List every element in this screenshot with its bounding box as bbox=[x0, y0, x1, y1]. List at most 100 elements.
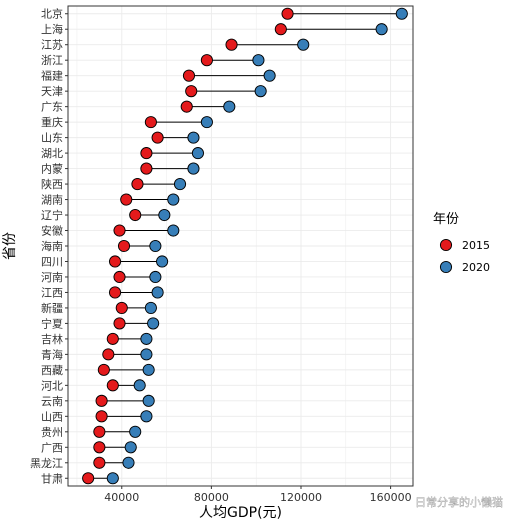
data-point-2015 bbox=[106, 332, 119, 345]
data-point-2015 bbox=[115, 301, 128, 314]
x-tick-label: 80000 bbox=[194, 491, 229, 504]
data-point-2015 bbox=[93, 425, 106, 438]
y-tick-label: 甘肃 bbox=[41, 472, 63, 485]
y-tick-label: 上海 bbox=[41, 22, 63, 36]
data-point-2015 bbox=[106, 379, 119, 392]
y-tick-label: 广东 bbox=[41, 101, 63, 114]
legend-key-2020 bbox=[439, 260, 453, 274]
y-tick-label: 湖南 bbox=[41, 194, 63, 207]
data-point-2020 bbox=[263, 69, 276, 82]
legend-key-2015 bbox=[439, 238, 453, 252]
data-point-2020 bbox=[173, 178, 187, 191]
y-tick-label: 湖北 bbox=[41, 147, 63, 160]
y-tick-label: 山东 bbox=[41, 132, 63, 145]
y-tick-label: 重庆 bbox=[41, 115, 63, 129]
y-tick-label: 河南 bbox=[41, 271, 63, 284]
data-point-2015 bbox=[113, 317, 126, 330]
x-axis-title: 人均GDP(元) bbox=[199, 505, 282, 521]
y-tick-label: 宁夏 bbox=[41, 316, 63, 330]
data-point-2020 bbox=[106, 472, 119, 485]
y-tick-label: 河北 bbox=[41, 379, 63, 392]
y-tick-label: 海南 bbox=[41, 239, 63, 253]
legend-label-2015: 2015 bbox=[462, 239, 490, 252]
data-point-2015 bbox=[140, 147, 153, 160]
data-point-2015 bbox=[129, 208, 142, 222]
data-point-2020 bbox=[156, 255, 169, 268]
data-point-2020 bbox=[147, 317, 160, 330]
data-point-2015 bbox=[95, 410, 108, 423]
y-tick-label: 福建 bbox=[41, 69, 63, 83]
data-point-2020 bbox=[142, 394, 155, 407]
y-tick-label: 江苏 bbox=[41, 39, 63, 52]
legend-title: 年份 bbox=[433, 212, 459, 227]
data-point-2020 bbox=[133, 379, 146, 392]
y-tick-label: 新疆 bbox=[41, 301, 63, 315]
y-tick-label: 江西 bbox=[41, 286, 63, 299]
data-point-2015 bbox=[225, 38, 238, 51]
data-point-2015 bbox=[113, 224, 126, 237]
y-tick-label: 山西 bbox=[41, 410, 63, 423]
watermark-text: 日常分享的小懒猫 bbox=[415, 495, 503, 509]
data-point-2015 bbox=[108, 255, 122, 268]
data-point-2020 bbox=[252, 54, 265, 67]
y-tick-label: 天津 bbox=[41, 85, 63, 98]
y-tick-label: 内蒙 bbox=[41, 162, 63, 176]
data-point-2015 bbox=[140, 162, 153, 175]
y-tick-label: 西藏 bbox=[41, 364, 63, 377]
x-tick-label: 120000 bbox=[280, 491, 322, 504]
data-point-2015 bbox=[274, 23, 287, 36]
x-tick-label: 40000 bbox=[104, 491, 139, 504]
data-point-2015 bbox=[97, 363, 110, 376]
data-point-2020 bbox=[187, 131, 200, 144]
data-point-2020 bbox=[140, 332, 153, 345]
data-point-2020 bbox=[144, 301, 157, 314]
data-point-2015 bbox=[82, 472, 95, 485]
data-point-2020 bbox=[140, 410, 153, 423]
data-point-2015 bbox=[180, 100, 193, 113]
data-point-2020 bbox=[124, 441, 137, 454]
data-point-2020 bbox=[375, 23, 388, 36]
y-tick-label: 陕西 bbox=[41, 177, 63, 191]
y-tick-label: 安徽 bbox=[41, 224, 63, 238]
data-point-2020 bbox=[142, 363, 155, 376]
x-axis-ticks: 40000 80000 120000 160000 bbox=[104, 486, 412, 504]
data-point-2015 bbox=[200, 54, 213, 67]
y-tick-label: 云南 bbox=[41, 395, 63, 408]
data-point-2015 bbox=[93, 441, 106, 454]
y-tick-label: 贵州 bbox=[41, 426, 63, 439]
data-point-2020 bbox=[191, 147, 204, 160]
data-point-2020 bbox=[187, 162, 200, 175]
y-tick-label: 青海 bbox=[41, 347, 63, 361]
data-point-2020 bbox=[200, 116, 213, 129]
data-points bbox=[82, 7, 408, 485]
data-point-2015 bbox=[117, 239, 131, 253]
y-axis-title: 省份 bbox=[2, 232, 18, 260]
data-point-2015 bbox=[113, 270, 126, 284]
data-point-2015 bbox=[144, 116, 157, 129]
y-tick-label: 浙江 bbox=[41, 54, 63, 67]
y-tick-label: 吉林 bbox=[41, 332, 63, 346]
data-point-2020 bbox=[254, 85, 267, 98]
data-point-2015 bbox=[102, 348, 115, 361]
legend: 年份 2015 2020 bbox=[433, 212, 490, 274]
legend-label-2020: 2020 bbox=[462, 261, 490, 274]
data-point-2020 bbox=[149, 239, 162, 253]
data-point-2020 bbox=[149, 270, 162, 284]
data-point-2020 bbox=[122, 456, 135, 469]
data-point-2020 bbox=[167, 224, 180, 237]
data-point-2020 bbox=[151, 286, 164, 299]
data-point-2015 bbox=[182, 69, 196, 82]
data-point-2015 bbox=[95, 394, 108, 407]
data-point-2020 bbox=[140, 348, 153, 361]
data-point-2020 bbox=[167, 193, 180, 206]
x-tick-label: 160000 bbox=[370, 491, 412, 504]
y-tick-label: 黑龙江 bbox=[30, 457, 63, 470]
data-point-2015 bbox=[185, 85, 198, 98]
y-axis-ticks: 北京上海江苏浙江福建天津广东重庆山东湖北内蒙陕西湖南辽宁安徽海南四川河南江西新疆… bbox=[30, 7, 68, 485]
data-point-2020 bbox=[223, 100, 236, 113]
data-point-2020 bbox=[395, 7, 408, 20]
data-point-2015 bbox=[151, 131, 164, 144]
y-tick-label: 辽宁 bbox=[41, 208, 63, 222]
y-tick-label: 北京 bbox=[41, 7, 63, 21]
